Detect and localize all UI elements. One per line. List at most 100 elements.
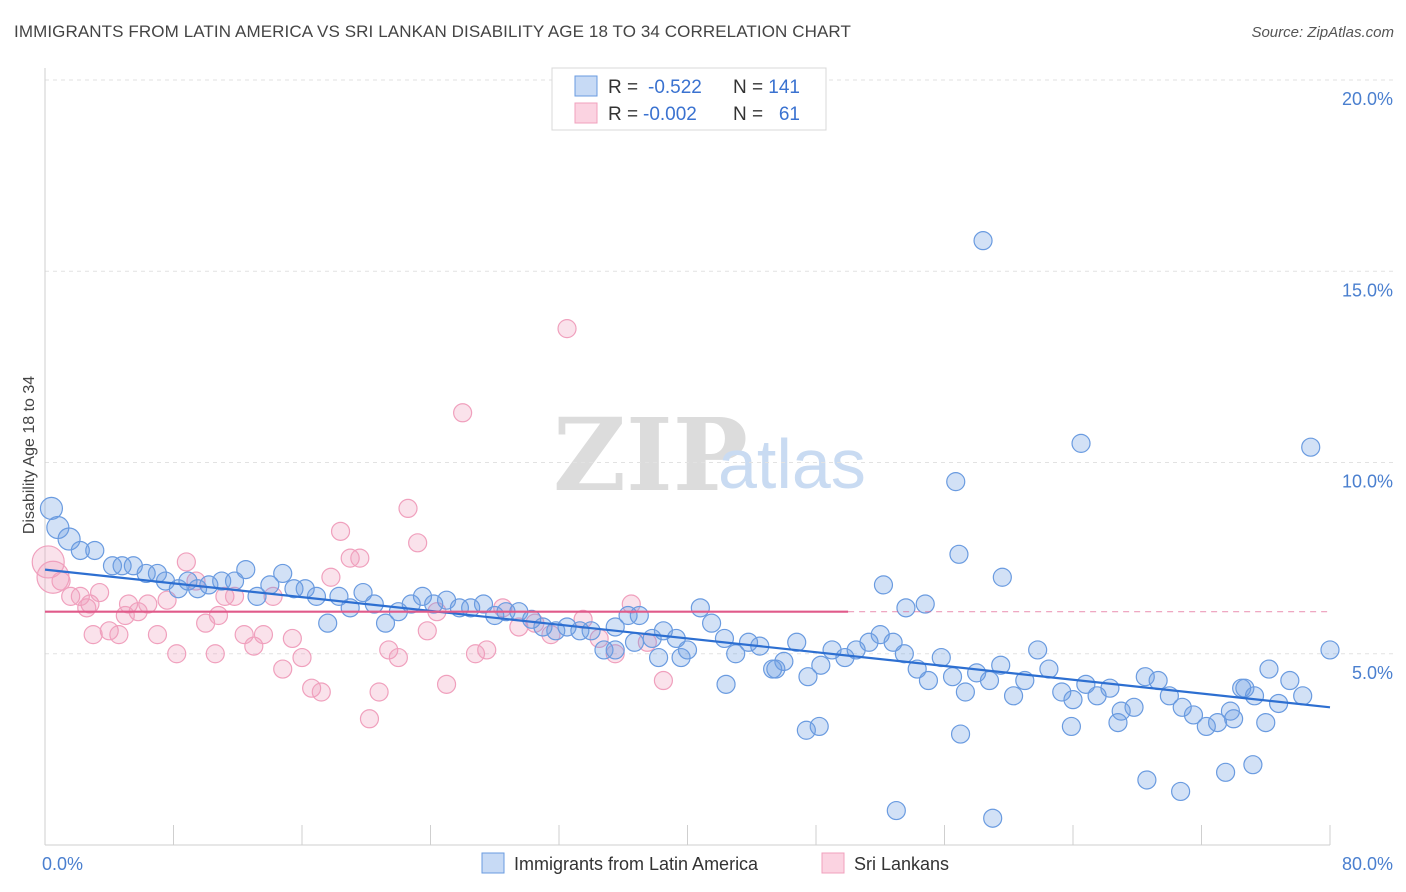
blue-trend-line (44, 568, 1331, 709)
blue-point (236, 559, 256, 580)
blue-point (979, 670, 1000, 691)
blue-point (714, 628, 735, 649)
pink-point (379, 640, 399, 660)
legend-blue-swatch (574, 75, 598, 97)
blue-point (738, 632, 759, 652)
pink-point (408, 533, 428, 553)
pink-point (302, 678, 322, 698)
blue-point (1028, 640, 1048, 660)
pink-point (167, 644, 187, 664)
blue-point (112, 556, 132, 576)
blue-point (983, 808, 1003, 828)
bottom-legend-blue-label: Immigrants from Latin America (514, 854, 759, 874)
blue-point (787, 632, 807, 652)
blue-point (624, 632, 645, 652)
blue-point (1063, 690, 1083, 710)
pink-point (330, 521, 351, 541)
blue-point (102, 556, 123, 576)
blue-point (1280, 670, 1300, 691)
blue-point (284, 579, 304, 599)
legend-blue-r-value: -0.522 (648, 77, 702, 98)
blue-point (306, 586, 327, 606)
blue-point (809, 716, 829, 737)
legend-blue-r-label: R = (608, 77, 638, 98)
pink-point (109, 625, 129, 645)
y-tick-label-1: 10.0% (1342, 472, 1393, 492)
y-tick-label-0: 5.0% (1352, 663, 1393, 683)
trend-lines (44, 568, 1331, 709)
blue-point (353, 582, 373, 603)
watermark-zip: ZIP (553, 396, 748, 514)
blue-point (1259, 659, 1279, 679)
pink-point (208, 605, 229, 626)
pink-point (205, 644, 225, 664)
blue-point (1071, 433, 1091, 453)
blue-point (39, 496, 64, 520)
blue-point (811, 655, 831, 675)
tick-labels: 5.0% 10.0% 15.0% 20.0% 0.0% 80.0% (42, 89, 1393, 874)
blue-point (886, 800, 906, 821)
legend-blue-n-value: 141 (768, 77, 800, 98)
pink-point (398, 498, 418, 518)
blue-point (942, 667, 963, 687)
legend-pink-r-value: -0.002 (643, 104, 697, 125)
blue-point (1171, 781, 1191, 802)
pink-point (477, 640, 497, 660)
pink-point (224, 586, 245, 606)
watermark-atlas: atlas (718, 425, 866, 503)
blue-point (991, 655, 1011, 675)
blue-point (187, 579, 208, 599)
blue-point (1003, 686, 1024, 706)
blue-point (1148, 670, 1168, 691)
legend-pink-n-value: 61 (779, 104, 800, 125)
blue-point (896, 598, 916, 618)
blue-point (946, 472, 966, 492)
series-latin-america (39, 231, 1340, 828)
pink-point (292, 647, 312, 668)
bottom-legend-pink-swatch (821, 852, 845, 874)
pink-point (253, 625, 274, 645)
pink-point (118, 594, 139, 614)
pink-point (273, 659, 293, 679)
blue-point (798, 667, 818, 687)
bottom-legend-pink-label: Sri Lankans (854, 854, 949, 874)
blue-point (774, 651, 794, 672)
blue-point (473, 594, 494, 614)
blue-point (1235, 678, 1255, 698)
bottom-legend-blue-swatch (481, 852, 505, 874)
axes (44, 68, 1331, 846)
pink-point (417, 621, 437, 641)
blue-point (955, 682, 975, 702)
blue-point (1039, 659, 1059, 679)
blue-point (605, 640, 625, 660)
pink-point (369, 682, 389, 702)
blue-point (85, 540, 105, 561)
legend-frame (551, 67, 827, 131)
blue-point (992, 567, 1012, 587)
blue-point (412, 586, 433, 606)
bottom-legend: Immigrants from Latin America Sri Lankan… (481, 852, 949, 874)
blue-point (199, 575, 219, 595)
blue-point (1052, 682, 1072, 702)
y-tick-label-2: 15.0% (1342, 280, 1393, 300)
blue-point (581, 621, 601, 641)
blue-point (1108, 712, 1128, 733)
blue-point (136, 563, 156, 584)
pink-point (99, 621, 119, 641)
pink-point (557, 319, 577, 339)
blue-point (1196, 716, 1216, 737)
blue-point (1224, 709, 1244, 729)
blue-point (318, 613, 338, 633)
blue-point (918, 670, 939, 691)
pink-point (215, 586, 235, 606)
blue-point (629, 605, 649, 626)
pink-point (90, 582, 110, 603)
pink-point (263, 586, 283, 606)
y-axis-label: Disability Age 18 to 34 (21, 376, 38, 534)
blue-point (57, 527, 81, 551)
legend-pink-r-label: R = (608, 104, 638, 125)
pink-point (311, 682, 331, 702)
pink-point (176, 552, 196, 572)
blue-point (648, 647, 669, 668)
